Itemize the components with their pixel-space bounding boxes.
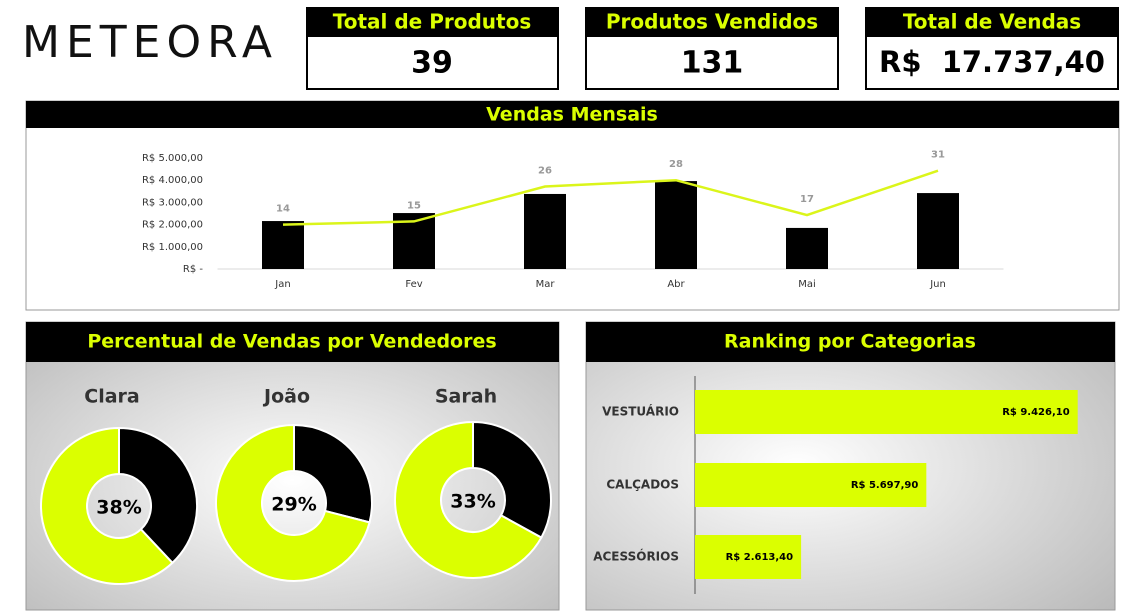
x-tick-label: Jun [929,279,946,290]
donut-name: Clara [84,386,139,408]
data-label: 14 [276,204,290,215]
panel-header [586,322,1115,362]
donut-name: Sarah [435,386,497,408]
data-label: R$ 2.613,40 [726,552,794,563]
y-tick-label: R$ 1.000,00 [142,242,203,253]
bar [917,193,959,269]
kpi-value: 39 [411,46,453,81]
donut-label: 29% [271,494,316,516]
y-tick-label: R$ 3.000,00 [142,197,203,208]
bar [655,181,697,269]
data-label: 15 [407,200,421,211]
kpi-card: Total de Vendas R$ 17.737,40 [865,7,1119,90]
donut-remainder [215,423,371,582]
data-label: 28 [669,159,683,170]
donut-remainder [40,426,174,585]
kpi-value: R$ 17.737,40 [879,45,1105,79]
panel-title: Vendas Mensais [486,104,658,126]
bar [786,227,828,269]
y-tick-label: R$ - [183,264,203,275]
data-label: 26 [538,166,552,177]
x-tick-label: Fev [405,279,422,290]
y-tick-label: R$ 4.000,00 [142,175,203,186]
panel-header [26,101,1119,128]
panel-title: Ranking por Categorias [724,331,976,353]
bar [262,221,304,269]
data-label: R$ 5.697,90 [851,480,919,491]
y-tick-label: R$ 5.000,00 [142,153,203,164]
donut-label: 38% [96,497,141,519]
donut-segment [472,420,552,539]
kpi-label: Total de Vendas [903,10,1081,34]
card-header [307,8,558,37]
donut-remainder [394,420,543,579]
bar [695,463,927,507]
data-label: 17 [800,194,814,205]
donut-segment [118,426,198,565]
logo: METEORA [22,17,278,68]
x-tick-label: Mar [536,279,556,290]
donut-segment [293,423,373,524]
line [282,169,939,226]
kpi-card: Produtos Vendidos 131 [585,7,839,90]
y-tick-label: R$ 2.000,00 [142,220,203,231]
data-label: 31 [931,150,945,161]
panel-header [26,322,559,362]
kpi-label: Total de Produtos [333,10,531,34]
bar [524,193,566,269]
bar [695,535,802,579]
data-label: R$ 9.426,10 [1002,407,1070,418]
y-tick-label: CALÇADOS [606,478,679,492]
y-tick-label: ACESSÓRIOS [593,549,679,564]
kpi-label: Produtos Vendidos [606,10,818,34]
x-tick-label: Jan [274,279,290,290]
y-tick-label: VESTUÁRIO [602,404,679,419]
kpi-card: Total de Produtos 39 [306,7,559,90]
card-header [586,8,838,37]
x-tick-label: Mai [798,279,816,290]
card-header [866,8,1118,37]
donut-name: João [262,386,310,408]
kpi-value: 131 [681,46,744,81]
bar [695,390,1078,434]
x-tick-label: Abr [667,279,685,290]
donut-label: 33% [450,491,495,513]
panel-title: Percentual de Vendas por Vendedores [87,331,496,353]
